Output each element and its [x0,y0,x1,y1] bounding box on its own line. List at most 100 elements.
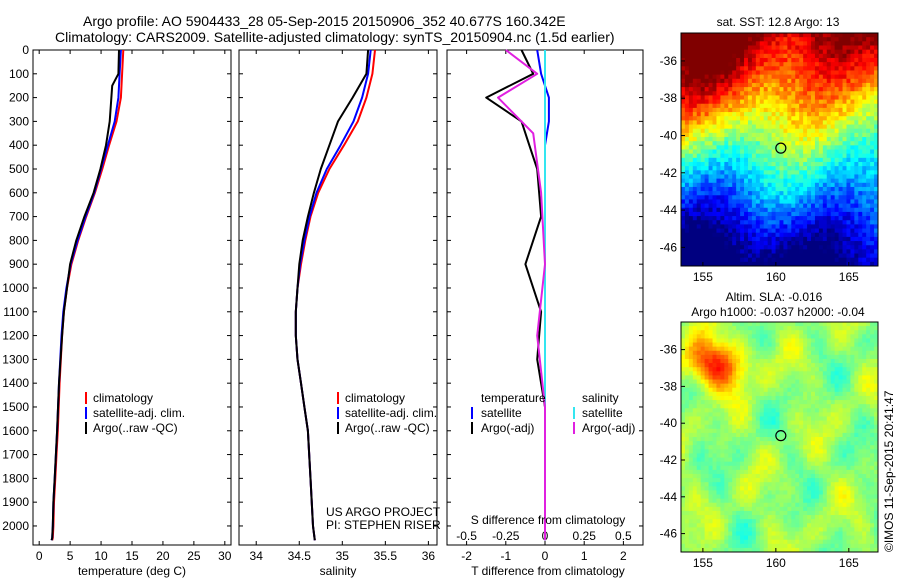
map-cell [724,531,729,537]
map-cell [751,363,757,368]
map-cell [818,70,824,76]
map-cell [704,66,710,72]
map-cell [842,91,848,97]
map-cell [681,449,686,455]
map-cell [696,350,702,356]
map-cell [755,469,761,475]
map-cell [779,547,785,552]
map-cell [708,66,714,72]
map-cell [834,49,840,55]
map-cell [720,391,725,397]
map-cell [866,145,871,151]
map-cell [724,547,729,552]
map-cell [720,224,725,230]
map-cell [688,375,694,381]
map-cell [791,182,796,188]
map-cell [712,49,718,55]
map-cell [732,486,737,491]
map-cell [850,224,855,230]
series-line-argo-raw-qc [50,49,120,541]
map-cell [799,469,804,475]
map-cell [751,449,757,455]
map-cell [807,241,812,246]
map-cell [791,428,796,434]
map-cell [763,216,769,221]
map-cell [771,120,777,126]
map-cell [830,257,836,263]
map-cell [822,261,828,266]
map-cell [720,478,725,483]
map-cell [763,387,769,393]
map-cell [732,137,737,142]
map-cell [755,531,761,537]
map-cell [716,91,721,97]
map-cell [874,145,878,151]
map-cell [688,124,694,130]
map-cell [775,543,781,549]
map-cell [755,387,761,393]
map-cell [818,99,824,105]
map-cell [775,330,781,335]
map-cell [807,95,812,101]
map-cell [846,91,852,97]
map-cell [830,191,836,196]
map-cell [811,228,816,234]
map-cell [724,539,729,545]
map-cell [799,412,804,418]
map-cell [708,449,714,455]
map-cell [732,473,737,479]
map-cell [870,62,875,67]
map-cell [830,124,836,130]
map-cell [763,379,769,385]
map-cell [744,400,749,405]
map-cell [779,91,785,97]
map-cell [787,346,792,352]
map-cell [846,116,852,121]
map-cell [688,543,694,549]
map-cell [759,387,765,393]
map-cell [811,149,816,155]
map-cell [874,228,878,234]
map-cell [732,465,737,471]
map-cell [712,326,718,331]
map-cell [728,371,733,376]
map-cell [684,174,690,180]
map-cell [736,161,741,167]
map-cell [834,145,840,151]
map-cell [751,62,757,67]
map-cell [728,383,733,389]
map-cell [775,178,781,184]
map-cell [700,453,706,459]
map-cell [732,461,737,467]
map-cell [795,99,800,105]
map-cell [870,112,875,117]
map-cell [799,199,804,205]
map-cell [870,245,875,250]
map-cell [783,45,788,51]
map-cell [767,95,773,101]
x-tick-label: 2 [620,549,627,563]
map-cell [771,95,777,101]
map-cell [771,132,777,138]
map-cell [716,506,721,512]
map-cell [747,45,753,51]
map-cell [803,535,808,541]
map-cell [724,137,729,142]
map-cell [724,95,729,101]
map-cell [858,236,863,242]
map-cell [814,346,820,352]
map-cell [795,78,800,84]
map-cell [870,186,875,192]
map-cell [700,245,706,250]
map-cell [688,473,694,479]
map-cell [787,87,792,92]
map-cell [740,539,745,545]
map-cell [732,57,737,63]
map-cell [866,191,871,196]
map-cell [771,178,777,184]
map-cell [771,395,777,401]
map-cell [771,253,777,259]
map-cell [787,465,792,471]
map-cell [830,241,836,246]
map-cell [771,182,777,188]
